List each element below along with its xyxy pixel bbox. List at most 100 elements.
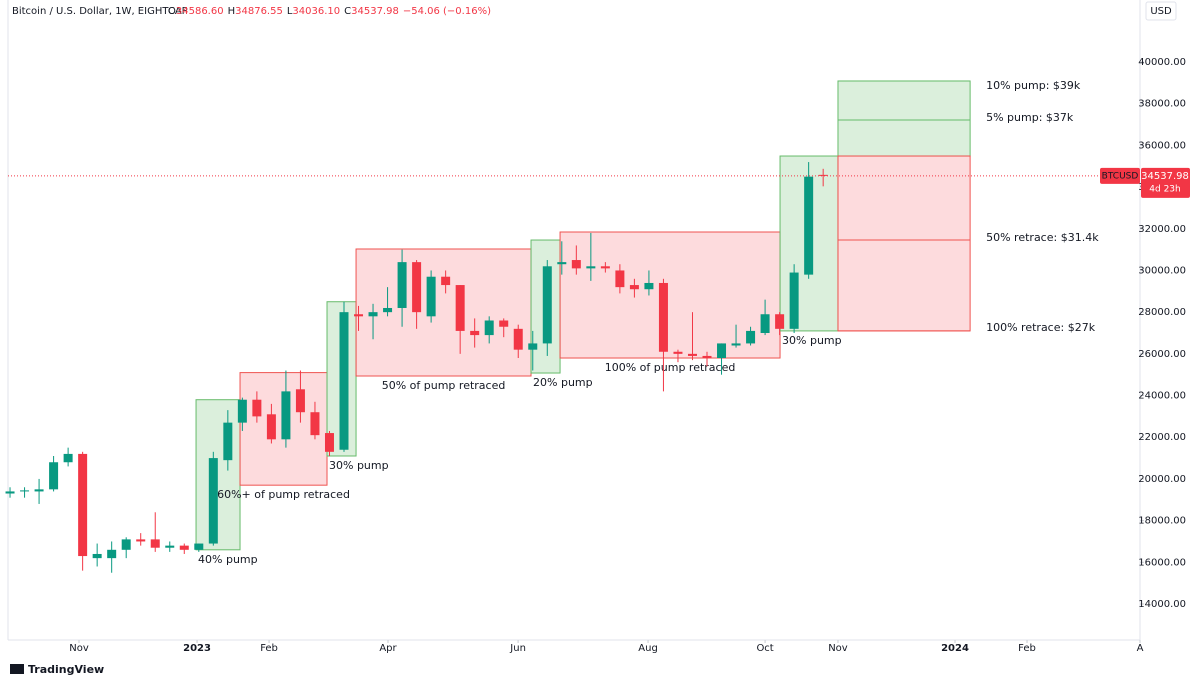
- candle-body: [412, 262, 422, 313]
- candle-body: [49, 462, 59, 490]
- annotation-box: [355, 248, 532, 377]
- candle-body: [295, 389, 305, 413]
- projection-label: 50% retrace: $31.4k: [986, 231, 1099, 244]
- y-tick-label: 36000.00: [1138, 140, 1186, 151]
- ohlc-key: C: [344, 6, 351, 17]
- annotation-label: 40% pump: [198, 553, 258, 566]
- x-tick-label: Nov: [828, 643, 848, 654]
- candle-body: [179, 545, 189, 550]
- y-tick-label: 28000.00: [1138, 307, 1186, 318]
- currency-button[interactable]: [1145, 1, 1177, 21]
- projection-box: [837, 155, 971, 332]
- y-tick-label: 18000.00: [1138, 516, 1186, 527]
- x-tick-label: 2024: [941, 643, 969, 654]
- candle-body: [470, 330, 480, 336]
- candle-body: [731, 343, 741, 346]
- candle-body: [673, 351, 683, 354]
- candle-body: [354, 314, 364, 317]
- candle-body: [600, 266, 610, 269]
- annotation-label: 60%+ of pump retraced: [217, 488, 350, 501]
- candle-body: [383, 307, 393, 313]
- candle-body: [92, 553, 102, 559]
- logo-icon: [10, 664, 24, 674]
- y-tick-label: 16000.00: [1138, 557, 1186, 568]
- ohlc-value: 34586.60: [176, 6, 224, 17]
- y-tick-label: 26000.00: [1138, 349, 1186, 360]
- candle-body: [441, 276, 451, 286]
- candle-body: [571, 260, 581, 269]
- symbol-tag-label: BTCUSD: [1102, 171, 1139, 181]
- ohlc-key: L: [287, 6, 293, 17]
- annotation-label: 30% pump: [329, 459, 389, 472]
- y-tick-label: 20000.00: [1138, 474, 1186, 485]
- candle-body: [717, 343, 727, 359]
- annotation-label: 100% of pump retraced: [605, 361, 736, 374]
- candle-body: [5, 491, 15, 494]
- candle-body: [542, 266, 552, 344]
- candle-body: [586, 266, 596, 269]
- x-tick-label: A: [1137, 643, 1144, 654]
- annotation-box: [559, 231, 781, 359]
- candle-body: [324, 433, 334, 452]
- y-tick-label: 32000.00: [1138, 224, 1186, 235]
- candle-body: [63, 453, 73, 463]
- candle-body: [687, 353, 697, 356]
- candle-body: [78, 453, 88, 557]
- candle-body: [789, 272, 799, 329]
- y-tick-label: 24000.00: [1138, 391, 1186, 402]
- candle-body: [266, 414, 276, 440]
- projection-label: 10% pump: $39k: [986, 79, 1081, 92]
- projection-box: [837, 80, 971, 157]
- currency[interactable]: USD: [1150, 6, 1172, 17]
- countdown: 4d 23h: [1149, 184, 1180, 194]
- price-tag-label: 34537.98: [1141, 171, 1189, 182]
- candle-body: [658, 282, 668, 352]
- x-tick-label: Feb: [260, 643, 278, 654]
- candle-body: [629, 285, 639, 290]
- candle-body: [252, 399, 262, 417]
- annotation-box: [195, 399, 241, 551]
- ohlc-value: 34876.55: [235, 6, 283, 17]
- candle-body: [426, 276, 436, 317]
- candle-body: [499, 320, 509, 327]
- logo: TradingView: [28, 663, 104, 676]
- ohlc-value: 34036.10: [292, 6, 340, 17]
- x-tick-label: Oct: [756, 643, 773, 654]
- candle-body: [194, 543, 204, 550]
- ohlc-key: O: [168, 6, 176, 17]
- ohlc-values: O34586.60 H34876.55 L34036.10 C34537.98 −54.…: [168, 6, 491, 17]
- candle-body: [397, 262, 407, 308]
- y-tick-label: 40000.00: [1138, 57, 1186, 68]
- candle-body: [136, 539, 146, 542]
- candle-body: [368, 312, 378, 317]
- candle-body: [455, 285, 465, 331]
- candle-body: [20, 490, 30, 492]
- ohlc-value: 34537.98: [351, 6, 399, 17]
- annotation-label: 30% pump: [782, 334, 842, 347]
- x-tick-label: Nov: [69, 643, 89, 654]
- annotation-label: 50% of pump retraced: [382, 379, 506, 392]
- price-tag: [1141, 167, 1190, 198]
- candle-body: [121, 539, 131, 550]
- candle-body: [34, 489, 44, 492]
- candle-body: [484, 320, 494, 336]
- candle-body: [746, 330, 756, 344]
- ohlc-change: −54.06 (−0.16%): [403, 6, 491, 17]
- candle-body: [223, 422, 233, 461]
- y-tick-label: 38000.00: [1138, 99, 1186, 110]
- symbol-title: Bitcoin / U.S. Dollar, 1W, EIGHTCAP: [12, 6, 188, 17]
- candle-body: [644, 282, 654, 290]
- ohlc-legend: O34586.60 H34876.55 L34036.10 C34537.98 −54.…: [168, 6, 491, 17]
- candle-body: [165, 545, 175, 548]
- candle-body: [702, 355, 712, 359]
- x-tick-label: 2023: [183, 643, 211, 654]
- candle-body: [804, 176, 814, 275]
- projection-label: 100% retrace: $27k: [986, 321, 1096, 334]
- ohlc-key: H: [228, 6, 236, 17]
- candle-body: [310, 412, 320, 436]
- candle-body: [339, 312, 349, 450]
- y-tick-label: 30000.00: [1138, 265, 1186, 276]
- candle-body: [528, 343, 538, 350]
- candle-body: [107, 549, 117, 559]
